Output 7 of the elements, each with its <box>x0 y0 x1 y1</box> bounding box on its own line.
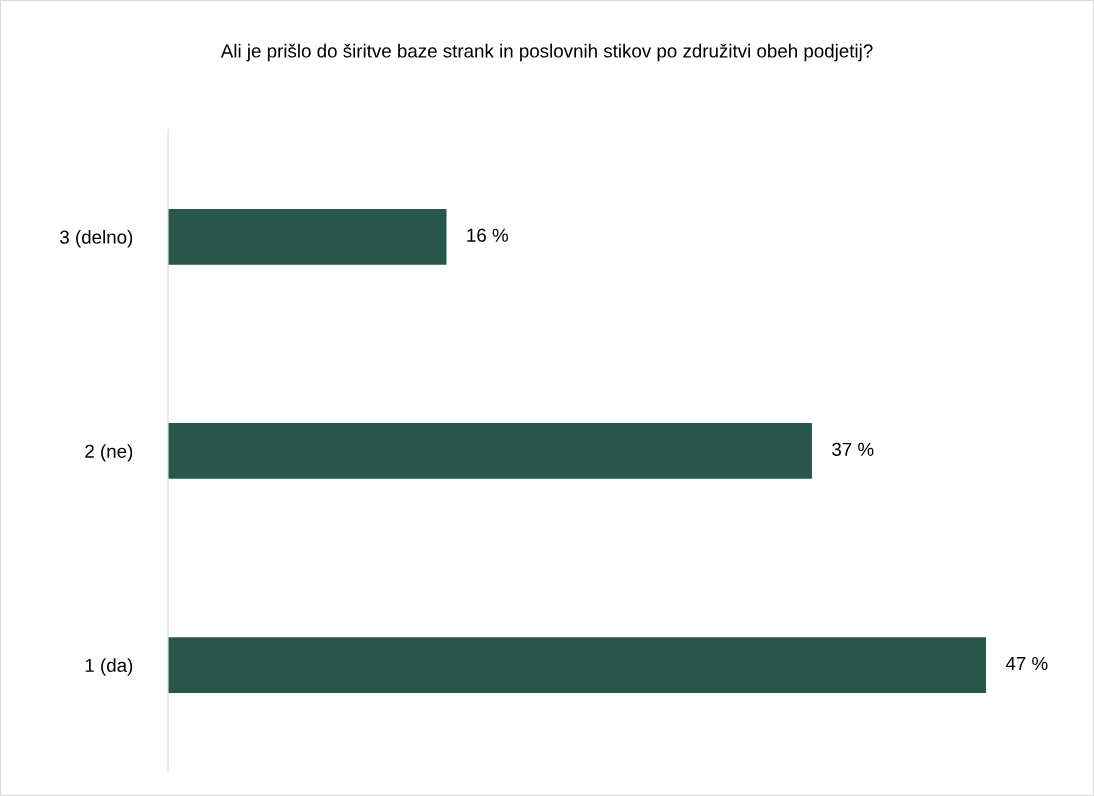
y-tick-label: 2 (ne) <box>85 444 133 462</box>
data-label: 16 % <box>467 228 508 242</box>
y-tick-label: 1 (da) <box>85 658 133 676</box>
chart-title: Ali je prišlo do širitve baze strank in poslovnih stikov po združitvi obeh podjetij? <box>220 43 873 62</box>
data-label: 37 % <box>832 442 874 456</box>
y-tick-label: 3 (delno) <box>60 230 133 248</box>
data-label: 47 % <box>1005 656 1048 671</box>
